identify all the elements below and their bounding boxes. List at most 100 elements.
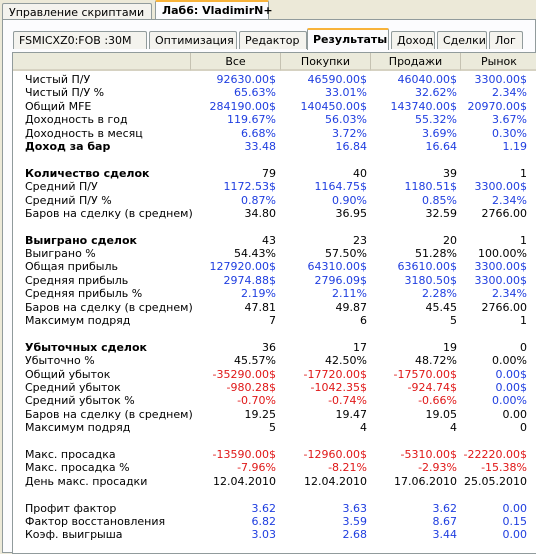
results-rows: Чистый П/У 92630.00$ 46590.00$ 46040.00$ 330… <box>13 73 536 542</box>
table-cell: 0.87% <box>241 193 276 207</box>
table-cell: 2.68 <box>342 528 368 542</box>
table-cell: -5310.00$ <box>400 447 457 461</box>
tab-editor[interactable]: Редактор <box>239 31 307 49</box>
tab-log[interactable]: Лог <box>489 31 523 49</box>
row-label: Доходность в месяц <box>25 126 143 140</box>
table-cell: 3.63 <box>342 501 368 515</box>
table-cell: 3.67% <box>492 113 527 127</box>
table-row: Фактор восстановления 6.82 3.59 8.67 0.15 <box>13 515 536 528</box>
table-cell: 1.19 <box>502 139 528 153</box>
row-label: Чистый П/У <box>25 73 91 86</box>
row-label: Средний П/У % <box>25 193 112 207</box>
table-cell: 0.30% <box>492 126 527 140</box>
row-label: Убыточно % <box>25 354 95 368</box>
column-header-market[interactable]: Рынок <box>461 53 536 71</box>
table-cell: 1 <box>520 314 527 328</box>
table-cell: 48.72% <box>415 354 457 368</box>
table-cell: 2766.00 <box>481 300 528 314</box>
column-header-metric[interactable] <box>13 53 191 71</box>
table-cell: 47.81 <box>244 300 277 314</box>
tab-income[interactable]: Доход <box>391 31 435 49</box>
table-cell: 42.50% <box>325 354 367 368</box>
column-header-buys[interactable]: Покупки <box>281 53 371 71</box>
table-cell: -0.74% <box>328 394 367 408</box>
table-cell: 1164.75$ <box>314 180 368 194</box>
table-cell: 12.04.2010 <box>304 474 367 488</box>
table-row: Доходность в месяц 6.68% 3.72% 3.69% 0.30% <box>13 127 536 140</box>
table-cell: 5 <box>450 314 457 328</box>
column-header-all[interactable]: Все <box>191 53 281 71</box>
table-cell: 0.85% <box>422 193 457 207</box>
table-cell: 32.62% <box>415 86 457 100</box>
table-cell: 55.32% <box>415 113 457 127</box>
table-cell: -1042.35$ <box>310 380 367 394</box>
tab-trades[interactable]: Сделки <box>437 31 487 49</box>
row-label: Выиграно % <box>25 247 96 261</box>
table-cell: 57.50% <box>325 247 367 261</box>
tab-optimization[interactable]: Оптимизация <box>149 31 237 49</box>
tab-instrument[interactable]: FSMICXZ0:FOB :30M <box>13 31 147 49</box>
table-cell: 65.63% <box>234 86 276 100</box>
sub-tab-bar: FSMICXZ0:FOB :30M Оптимизация Редактор Р… <box>13 28 533 50</box>
table-cell: -2.93% <box>418 461 457 475</box>
table-row: Средний убыток % -0.70% -0.74% -0.66% 0.00% <box>13 394 536 407</box>
table-cell: -0.66% <box>418 394 457 408</box>
table-cell: 51.28% <box>415 247 457 261</box>
table-cell: 92630.00$ <box>216 73 277 86</box>
table-row <box>13 153 536 166</box>
row-label: Выиграно сделок <box>25 233 138 247</box>
table-cell: 3.72% <box>332 126 367 140</box>
table-cell: 2796.09$ <box>314 273 368 287</box>
row-label: Средний П/У <box>25 180 98 194</box>
table-cell: 2.19% <box>241 287 276 301</box>
row-label: Чистый П/У % <box>25 86 105 100</box>
table-row: Средняя прибыль 2974.88$ 2796.09$ 3180.50$ 3… <box>13 274 536 287</box>
table-cell: 0.00 <box>502 501 528 515</box>
table-row: Профит фактор 3.62 3.63 3.62 0.00 <box>13 502 536 515</box>
table-row: Макс. просадка % -7.96% -8.21% -2.93% -15.38… <box>13 461 536 474</box>
column-header-sells[interactable]: Продажи <box>371 53 461 71</box>
table-cell: 3300.00$ <box>474 260 528 274</box>
table-cell: 2.34% <box>492 287 527 301</box>
table-cell: 3.69% <box>422 126 457 140</box>
table-row: Общая прибыль 127920.00$ 64310.00$ 63610.00… <box>13 260 536 273</box>
table-row: Максимум подряд 7 6 5 1 <box>13 314 536 327</box>
row-label: Макс. просадка <box>25 447 116 461</box>
tab-lab6[interactable]: Лаб6: VladimirN+ <box>155 0 273 20</box>
table-cell: 6.68% <box>241 126 276 140</box>
table-cell: -35290.00$ <box>212 367 276 381</box>
table-cell: 0.00% <box>492 394 527 408</box>
table-cell: 1172.53$ <box>223 180 277 194</box>
table-cell: -980.28$ <box>226 380 276 394</box>
table-cell: -7.96% <box>237 461 276 475</box>
row-label: Коэф. выигрыша <box>25 528 123 542</box>
table-cell: 46590.00$ <box>307 73 368 86</box>
table-cell: 49.87 <box>335 300 368 314</box>
table-cell: 3.44 <box>432 528 458 542</box>
table-cell: 3300.00$ <box>474 180 528 194</box>
table-row: Выиграно сделок 43 23 20 1 <box>13 234 536 247</box>
table-cell: 3.59 <box>342 514 368 528</box>
table-cell: 0 <box>520 340 527 354</box>
table-cell: 17.06.2010 <box>394 474 457 488</box>
row-label: Макс. просадка % <box>25 461 130 475</box>
table-cell: 0.00% <box>492 354 527 368</box>
table-cell: 1180.51$ <box>404 180 458 194</box>
tab-results[interactable]: Результаты <box>307 28 389 50</box>
tab-script-management[interactable]: Управление скриптами <box>2 3 152 20</box>
table-row: Общий убыток -35290.00$ -17720.00$ -17570.0… <box>13 368 536 381</box>
row-label: Баров на сделку (в среднем) <box>25 206 193 220</box>
table-cell: 17 <box>353 340 367 354</box>
table-cell: 0.00$ <box>495 380 528 394</box>
table-cell: 32.59 <box>425 206 458 220</box>
row-label: Доходность в год <box>25 113 128 127</box>
table-cell: -8.21% <box>328 461 367 475</box>
table-cell: 36.95 <box>335 206 368 220</box>
table-cell: 19 <box>443 340 457 354</box>
row-label: Профит фактор <box>25 501 117 515</box>
table-row <box>13 327 536 340</box>
table-cell: -924.74$ <box>407 380 457 394</box>
table-row: Доходность в год 119.67% 56.03% 55.32% 3.67% <box>13 113 536 126</box>
table-cell: 1 <box>520 233 527 247</box>
table-cell: 39 <box>443 166 457 180</box>
